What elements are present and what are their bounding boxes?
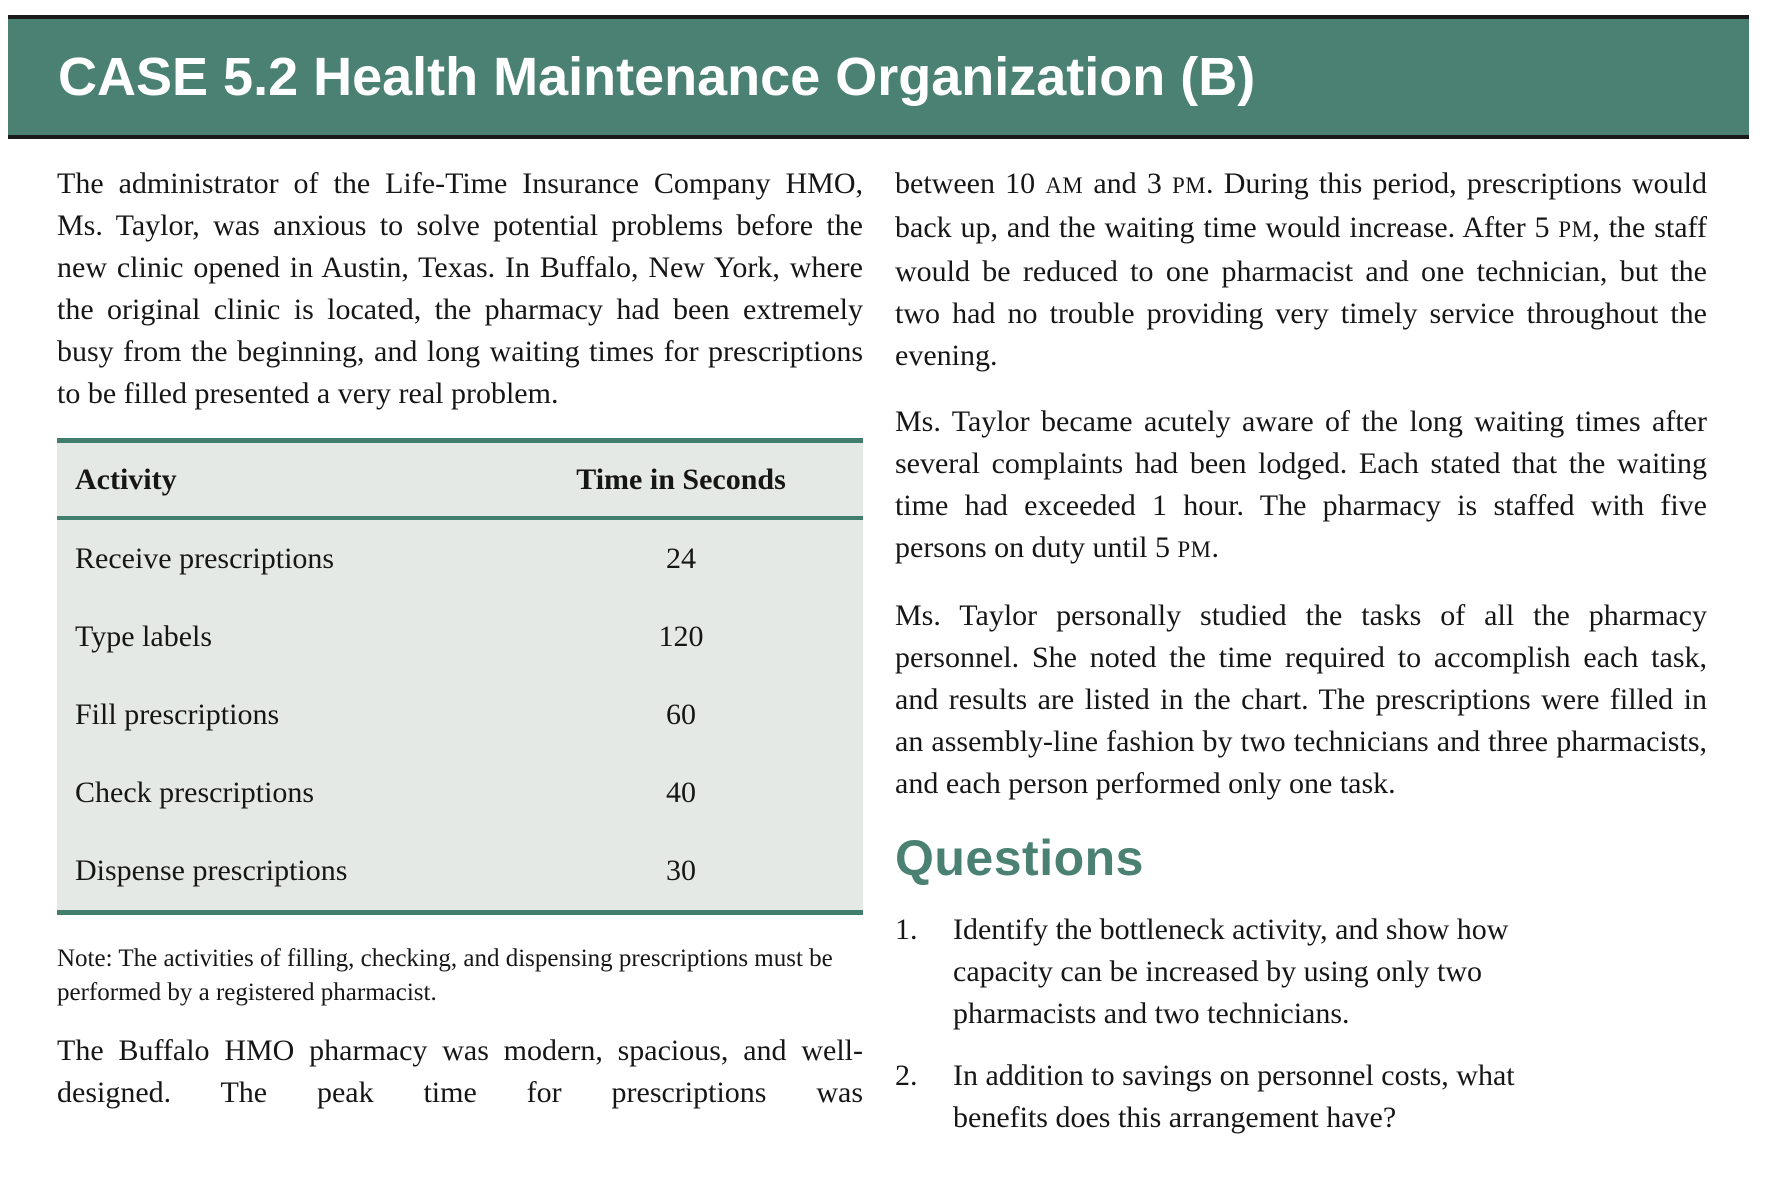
table-row: Fill prescriptions 60 xyxy=(57,676,863,754)
text-segment: and 3 xyxy=(1083,167,1173,200)
smallcaps-text: PM xyxy=(1172,173,1207,198)
column-header-time: Time in Seconds xyxy=(576,462,786,496)
table-note: Note: The activities of filling, checkin… xyxy=(57,945,833,1006)
time-cell: 40 xyxy=(666,776,696,809)
activity-cell: Receive prescriptions xyxy=(75,542,335,575)
text-segment: between 10 xyxy=(895,167,1046,200)
questions-list: 1. Identify the bottleneck activity, and … xyxy=(895,909,1707,1139)
paragraph-peak-time: between 10 AM and 3 PM. During this peri… xyxy=(895,163,1707,377)
table-row: Dispense prescriptions 30 xyxy=(57,832,863,910)
text-segment: , the staff would be reduced to one phar… xyxy=(895,211,1707,372)
closing-paragraph: The Buffalo HMO pharmacy was modern, spa… xyxy=(57,1034,863,1109)
text-segment: Ms. Taylor became acutely aware of the l… xyxy=(895,405,1707,564)
time-cell: 60 xyxy=(666,698,696,731)
question-item: 2. In addition to savings on personnel co… xyxy=(895,1055,1707,1139)
activity-table-body: Receive prescriptions 24 Type labels 120 Fil… xyxy=(57,520,863,910)
intro-paragraph: The administrator of the Life-Time Insur… xyxy=(57,167,863,410)
activity-table-header: Activity Time in Seconds xyxy=(57,443,863,520)
activity-cell: Dispense prescriptions xyxy=(75,854,348,887)
right-column: between 10 AM and 3 PM. During this peri… xyxy=(895,163,1707,1159)
paragraph-task-study: Ms. Taylor personally studied the tasks … xyxy=(895,595,1707,805)
question-number: 1. xyxy=(895,913,918,946)
question-number: 2. xyxy=(895,1059,918,1092)
smallcaps-text: PM xyxy=(1177,537,1212,562)
column-header-activity: Activity xyxy=(75,462,177,496)
activity-cell: Fill prescriptions xyxy=(75,698,280,731)
activity-cell: Type labels xyxy=(75,620,213,653)
paragraph-complaints: Ms. Taylor became acutely aware of the l… xyxy=(895,401,1707,571)
case-header-band: CASE 5.2 Health Maintenance Organization… xyxy=(8,15,1749,139)
question-item: 1. Identify the bottleneck activity, and … xyxy=(895,909,1707,1035)
time-cell: 24 xyxy=(666,542,696,575)
activity-cell: Check prescriptions xyxy=(75,776,315,809)
table-row: Type labels 120 xyxy=(57,598,863,676)
activity-table: Activity Time in Seconds Receive prescri… xyxy=(57,438,863,915)
question-text: In addition to savings on personnel cost… xyxy=(953,1059,1515,1134)
case-title: CASE 5.2 Health Maintenance Organization… xyxy=(58,47,1256,107)
table-row: Check prescriptions 40 xyxy=(57,754,863,832)
time-cell: 30 xyxy=(666,854,696,887)
smallcaps-text: AM xyxy=(1045,173,1084,198)
text-segment: . xyxy=(1211,531,1219,564)
text-segment: Ms. Taylor personally studied the tasks … xyxy=(895,599,1707,800)
question-text: Identify the bottleneck activity, and sh… xyxy=(953,913,1509,1030)
smallcaps-text: PM xyxy=(1558,217,1593,242)
text-segment: . During this period, prescriptions woul… xyxy=(895,167,1707,244)
table-row: Receive prescriptions 24 xyxy=(57,520,863,598)
left-column: The administrator of the Life-Time Insur… xyxy=(57,163,863,1114)
time-cell: 120 xyxy=(658,620,704,653)
questions-heading: Questions xyxy=(895,830,1144,886)
